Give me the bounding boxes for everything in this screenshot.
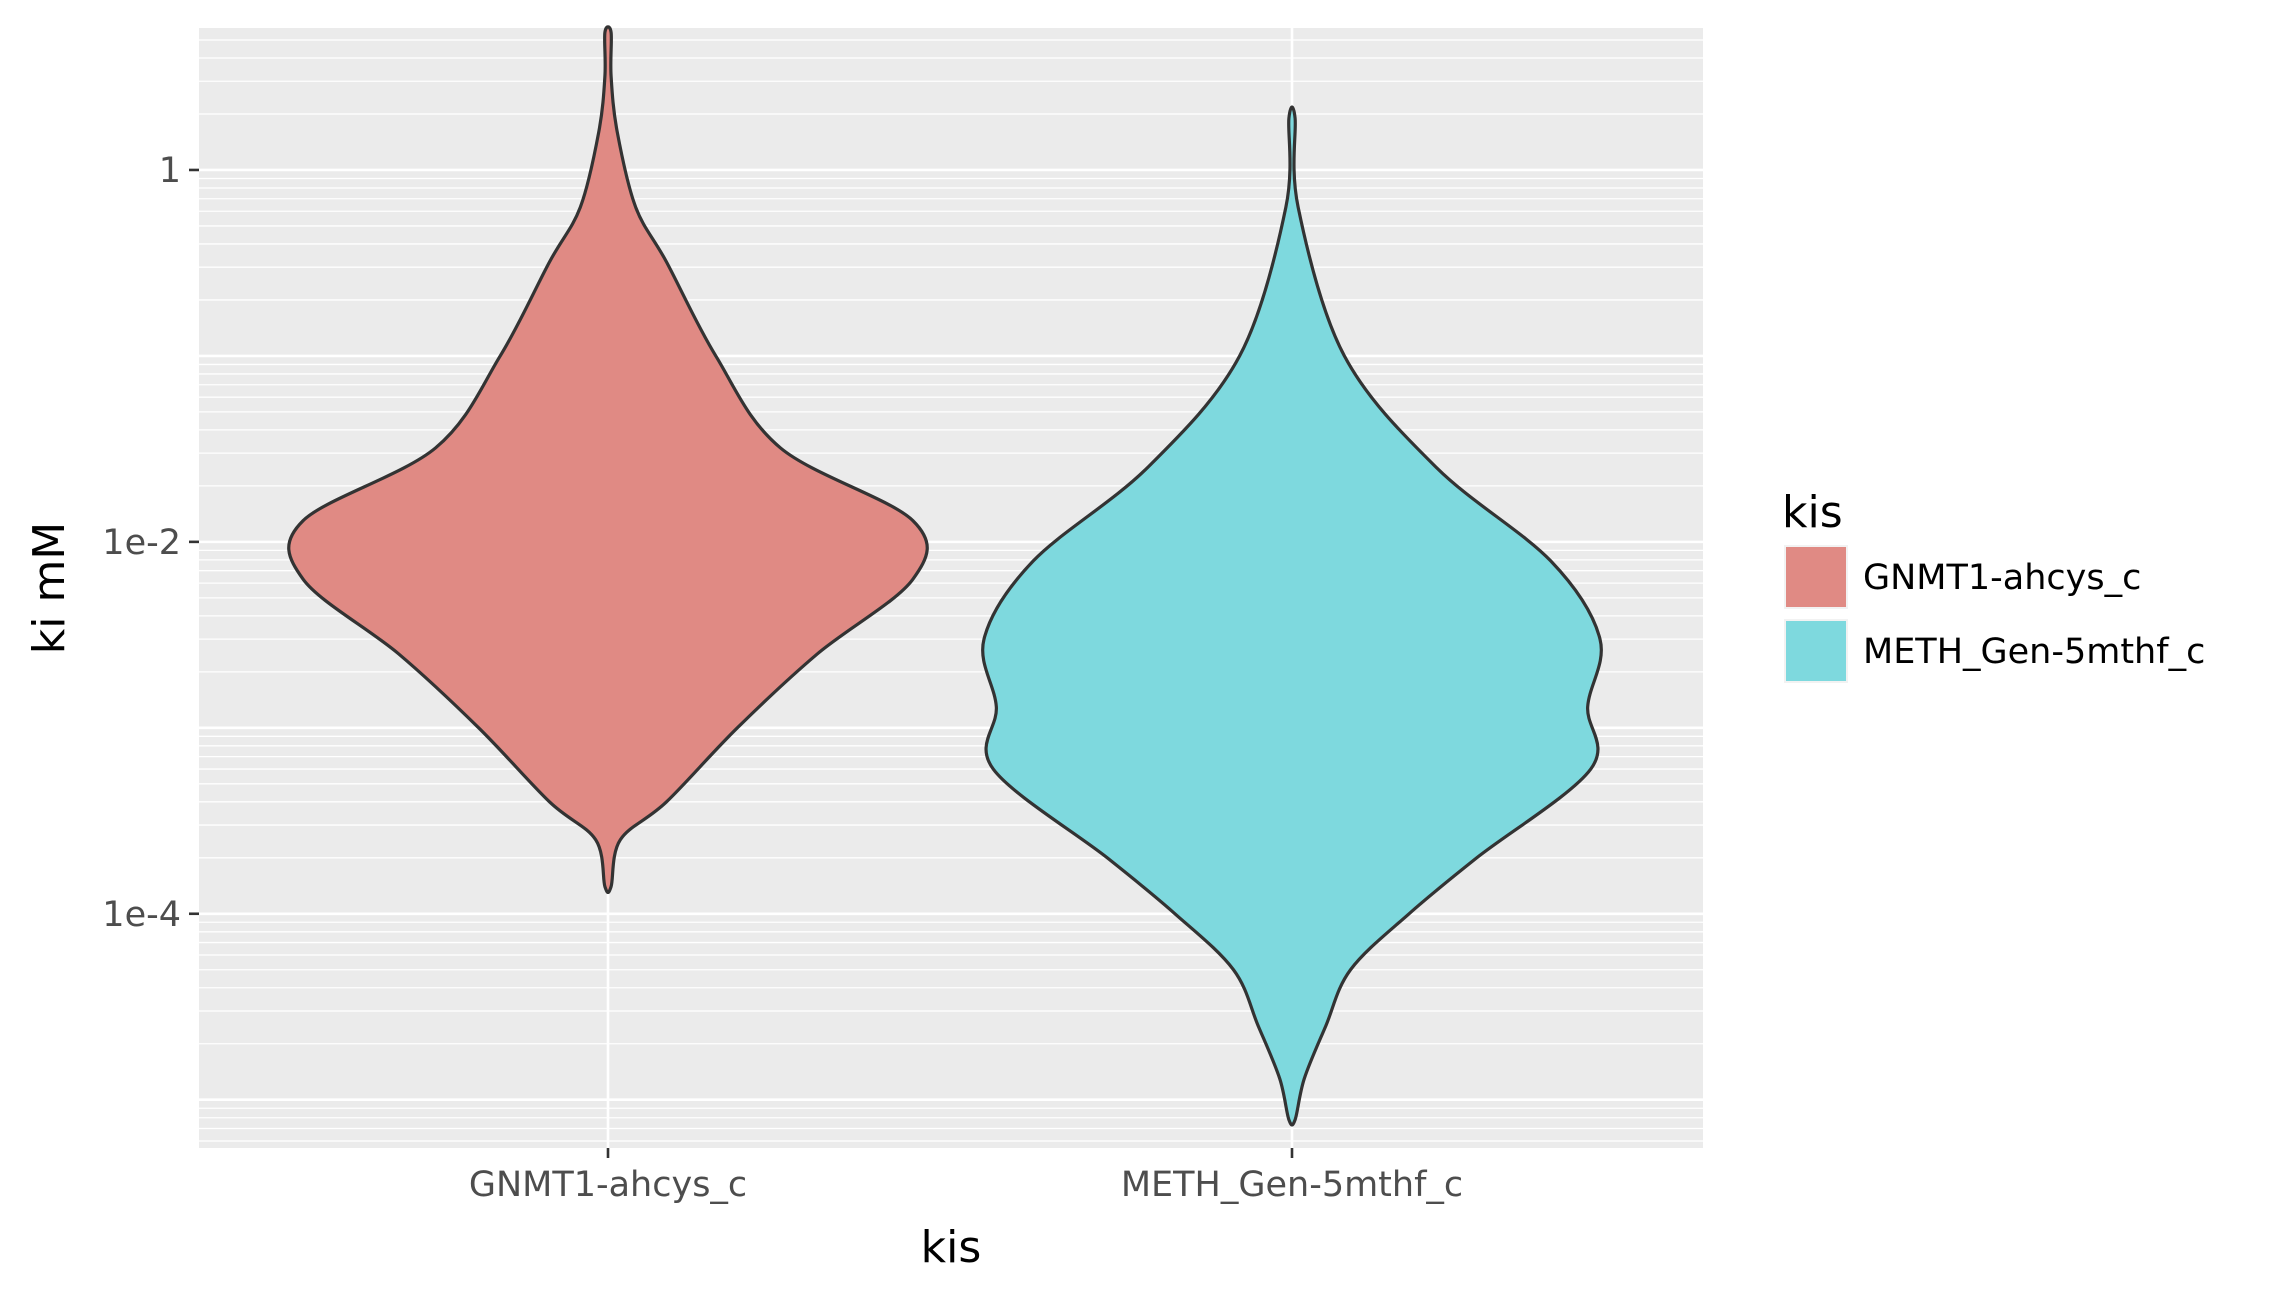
legend: kis GNMT1-ahcys_c METH_Gen-5mthf_c	[1782, 487, 2205, 683]
x-tick-label: METH_Gen-5mthf_c	[1121, 1165, 1463, 1205]
violins	[287, 25, 1603, 1127]
y-tick-label: 1	[159, 151, 181, 191]
legend-swatch	[1786, 621, 1846, 681]
violin-METH_Gen-5mthf_c	[981, 105, 1603, 1127]
y-axis: 1 1e-2 1e-4	[102, 151, 199, 935]
y-tick-label: 1e-4	[102, 895, 181, 935]
x-axis-title: kis	[921, 1222, 982, 1273]
legend-entries: GNMT1-ahcys_c METH_Gen-5mthf_c	[1784, 545, 2205, 683]
y-axis-title: ki mM	[24, 522, 75, 655]
legend-label: METH_Gen-5mthf_c	[1863, 632, 2205, 672]
legend-swatch	[1786, 547, 1846, 607]
x-axis: GNMT1-ahcys_c METH_Gen-5mthf_c	[469, 1148, 1463, 1205]
legend-label: GNMT1-ahcys_c	[1863, 558, 2141, 598]
y-tick-label: 1e-2	[102, 523, 181, 563]
x-tick-label: GNMT1-ahcys_c	[469, 1165, 747, 1205]
violin-GNMT1-ahcys_c	[287, 25, 929, 895]
legend-title: kis	[1782, 487, 1843, 538]
